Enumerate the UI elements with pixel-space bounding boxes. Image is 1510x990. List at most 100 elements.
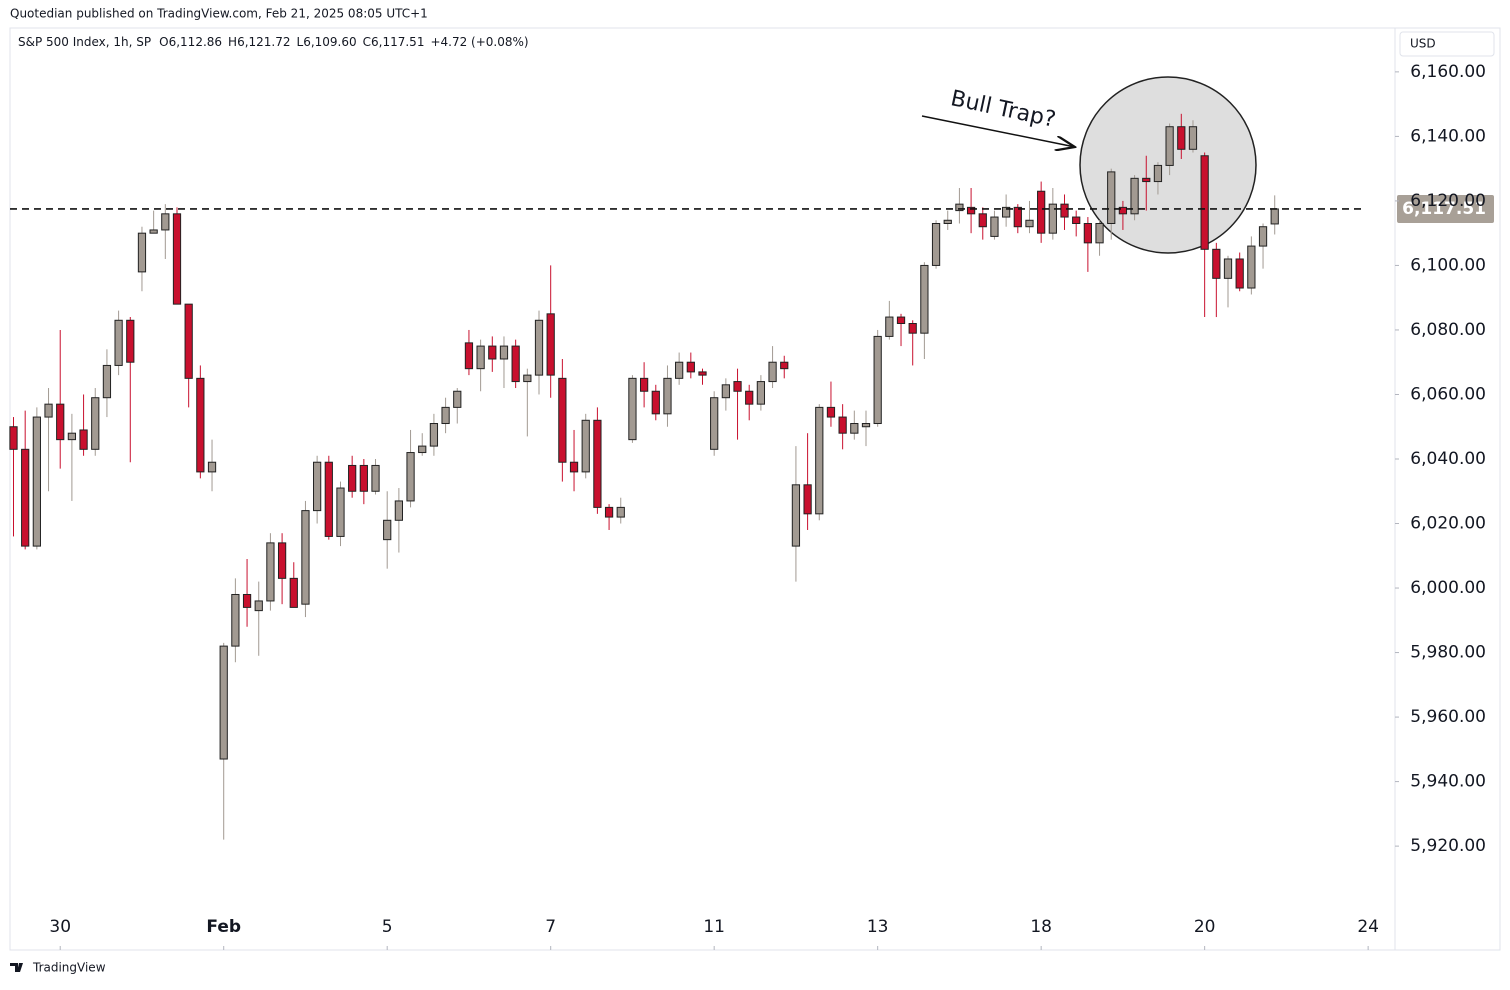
- candle-body: [1025, 219, 1034, 228]
- candle-body: [745, 390, 754, 405]
- candle-body: [266, 542, 275, 602]
- candle-body: [429, 423, 439, 447]
- candle-body: [943, 219, 952, 224]
- candle-body: [1235, 258, 1244, 289]
- candle-body: [254, 600, 263, 612]
- candle-body: [488, 345, 497, 360]
- candle-body: [56, 403, 65, 441]
- candle-body: [348, 464, 357, 492]
- candle-body: [1258, 226, 1268, 247]
- y-tick-label: 6,060.00: [1410, 384, 1486, 404]
- candle-body: [1153, 164, 1163, 183]
- legend-change: +4.72 (+0.08%): [430, 35, 528, 49]
- candle-body: [289, 577, 298, 608]
- candle-body: [336, 487, 345, 537]
- candle-body: [908, 323, 917, 334]
- candle-body: [137, 232, 147, 273]
- candle-body: [990, 216, 999, 237]
- y-tick-label: 6,080.00: [1410, 320, 1486, 340]
- candle-body: [593, 419, 602, 508]
- candle-body: [172, 213, 182, 305]
- candle-body: [861, 423, 871, 428]
- candle-body: [1130, 177, 1139, 215]
- candle-body: [476, 345, 485, 370]
- y-tick-label: 6,120.00: [1410, 191, 1486, 211]
- candle-body: [21, 448, 30, 547]
- candle-body: [32, 416, 41, 547]
- candle-body: [721, 384, 730, 399]
- x-tick-label: 13: [867, 917, 889, 937]
- candle-body: [733, 381, 742, 392]
- candle-body: [931, 222, 941, 266]
- candle-body: [161, 213, 170, 231]
- candle-body: [1083, 222, 1092, 244]
- x-tick-label: 20: [1194, 917, 1216, 937]
- candle-body: [815, 406, 824, 515]
- candle-body: [651, 390, 660, 415]
- candle-body: [885, 316, 894, 337]
- candle-body: [1002, 206, 1011, 218]
- candle-body: [499, 345, 509, 360]
- candle-body: [604, 506, 614, 518]
- candle-body: [966, 206, 976, 215]
- candle-body: [1188, 126, 1198, 150]
- candle-body: [1118, 206, 1128, 215]
- candle-body: [406, 452, 415, 502]
- candle-body: [523, 374, 532, 383]
- candle-body: [1212, 248, 1221, 279]
- candle-body: [102, 364, 112, 399]
- candle-body: [791, 484, 801, 547]
- candle-body: [219, 645, 228, 760]
- candle-body: [978, 213, 987, 228]
- candle-body: [558, 377, 567, 463]
- chart-frame: [9, 27, 1501, 951]
- candle-body: [710, 397, 719, 450]
- candle-body: [581, 419, 590, 473]
- candle-body: [569, 461, 579, 473]
- y-tick-label: 6,020.00: [1410, 514, 1486, 534]
- currency-box: [1399, 31, 1495, 57]
- candle-body: [196, 377, 205, 473]
- annotation: Bull Trap?: [948, 86, 1058, 133]
- x-tick-label: 18: [1030, 917, 1052, 937]
- candle-body: [9, 426, 18, 450]
- logo-icon: [10, 963, 23, 972]
- currency: USD: [1410, 37, 1436, 51]
- candle-body: [1060, 203, 1069, 218]
- candle-body: [663, 377, 672, 415]
- candle-body: [546, 313, 555, 376]
- candle-body: [464, 342, 474, 370]
- y-tick-label: 5,960.00: [1410, 707, 1486, 727]
- candle-body: [1037, 190, 1046, 234]
- legend-value: 6,109.60: [303, 35, 356, 49]
- legend-value: 6,121.72: [237, 35, 290, 49]
- legend-value: 6,117.51: [371, 35, 424, 49]
- symbol: S&P 500 Index, 1h, SP: [18, 35, 151, 49]
- candle-body: [1107, 171, 1116, 224]
- candle-body: [838, 416, 847, 434]
- candle-body: [511, 345, 520, 383]
- candle-body: [277, 542, 287, 579]
- legend-text: S&P 500 Index, 1h, SP O6,112.86 H6,121.72 L…: [18, 35, 529, 49]
- x-tick-label: 30: [49, 917, 71, 937]
- candle-body: [1013, 206, 1022, 228]
- y-tick-label: 5,940.00: [1410, 772, 1486, 792]
- candle-body: [1223, 258, 1233, 279]
- legend-value: 6,112.86: [169, 35, 222, 49]
- candle-body: [686, 361, 695, 373]
- y-tick-label: 5,920.00: [1410, 836, 1486, 856]
- candle-body: [79, 429, 88, 450]
- candle-body: [756, 381, 766, 405]
- candle-body: [1270, 208, 1279, 225]
- candle-body: [639, 377, 649, 392]
- x-tick-label: 7: [545, 917, 556, 937]
- x-tick-label: 24: [1357, 917, 1379, 937]
- candle-body: [184, 303, 193, 379]
- candle-body: [359, 464, 368, 492]
- legend-key: L: [297, 35, 304, 49]
- y-tick-label: 5,980.00: [1410, 643, 1486, 663]
- price-label-box: [1397, 194, 1494, 223]
- candle-body: [1165, 126, 1174, 166]
- y-tick-label: 6,040.00: [1410, 449, 1486, 469]
